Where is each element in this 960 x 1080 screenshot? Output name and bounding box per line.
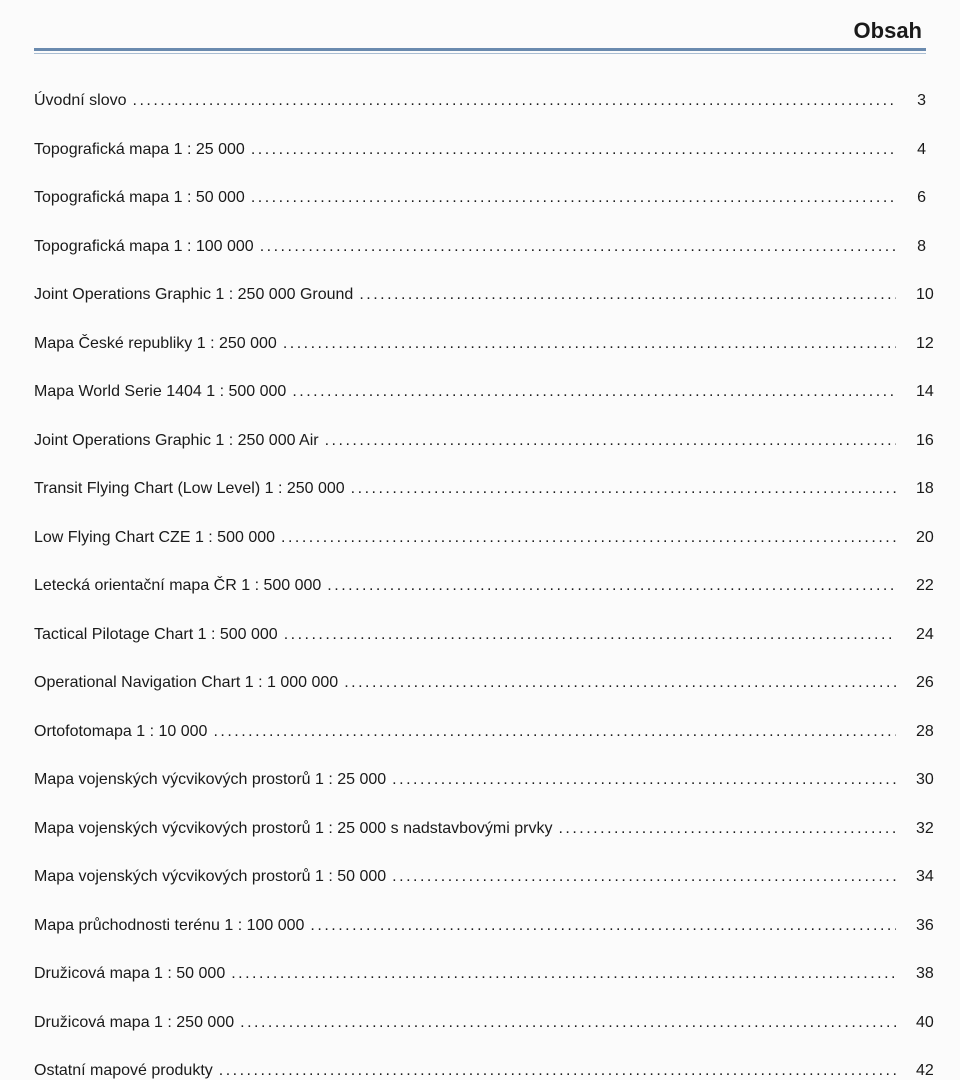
toc-row: Letecká orientační mapa ČR 1 : 500 000..… — [34, 577, 926, 595]
toc-leader-dots: ........................................… — [251, 141, 896, 159]
toc-leader-dots: ........................................… — [359, 286, 896, 304]
divider-thick — [34, 48, 926, 51]
toc-entry-page: 38 — [896, 965, 926, 983]
toc-entry-page: 6 — [896, 189, 926, 207]
toc-entry-label: Mapa průchodnosti terénu 1 : 100 000 — [34, 917, 310, 935]
toc-entry-label: Topografická mapa 1 : 50 000 — [34, 189, 251, 207]
toc-row: Mapa vojenských výcvikových prostorů 1 :… — [34, 868, 926, 886]
toc-leader-dots: ........................................… — [283, 335, 896, 353]
toc-row: Družicová mapa 1 : 50 000...............… — [34, 965, 926, 983]
toc-row: Topografická mapa 1 : 50 000............… — [34, 189, 926, 207]
toc-leader-dots: ........................................… — [325, 432, 896, 450]
divider-thin — [34, 53, 926, 54]
toc-entry-page: 4 — [896, 141, 926, 159]
table-of-contents: Úvodní slovo............................… — [34, 92, 926, 1080]
toc-row: Mapa vojenských výcvikových prostorů 1 :… — [34, 771, 926, 789]
toc-entry-label: Topografická mapa 1 : 25 000 — [34, 141, 251, 159]
toc-leader-dots: ........................................… — [284, 626, 896, 644]
toc-entry-label: Joint Operations Graphic 1 : 250 000 Gro… — [34, 286, 359, 304]
toc-entry-label: Družicová mapa 1 : 50 000 — [34, 965, 231, 983]
title-divider — [34, 48, 926, 54]
toc-entry-page: 36 — [896, 917, 926, 935]
toc-entry-page: 12 — [896, 335, 926, 353]
toc-entry-label: Topografická mapa 1 : 100 000 — [34, 238, 260, 256]
toc-row: Mapa vojenských výcvikových prostorů 1 :… — [34, 820, 926, 838]
toc-entry-label: Mapa vojenských výcvikových prostorů 1 :… — [34, 868, 392, 886]
toc-entry-page: 30 — [896, 771, 926, 789]
toc-leader-dots: ........................................… — [219, 1062, 896, 1080]
toc-row: Ortofotomapa 1 : 10 000.................… — [34, 723, 926, 741]
toc-entry-label: Tactical Pilotage Chart 1 : 500 000 — [34, 626, 284, 644]
toc-entry-page: 20 — [896, 529, 926, 547]
toc-entry-label: Úvodní slovo — [34, 92, 133, 110]
toc-entry-page: 8 — [896, 238, 926, 256]
toc-leader-dots: ........................................… — [260, 238, 896, 256]
toc-row: Joint Operations Graphic 1 : 250 000 Air… — [34, 432, 926, 450]
toc-entry-page: 26 — [896, 674, 926, 692]
toc-row: Transit Flying Chart (Low Level) 1 : 250… — [34, 480, 926, 498]
toc-leader-dots: ........................................… — [281, 529, 896, 547]
toc-entry-label: Družicová mapa 1 : 250 000 — [34, 1014, 240, 1032]
toc-entry-label: Joint Operations Graphic 1 : 250 000 Air — [34, 432, 325, 450]
toc-leader-dots: ........................................… — [240, 1014, 896, 1032]
toc-leader-dots: ........................................… — [251, 189, 896, 207]
toc-entry-page: 14 — [896, 383, 926, 401]
toc-leader-dots: ........................................… — [231, 965, 896, 983]
toc-entry-label: Letecká orientační mapa ČR 1 : 500 000 — [34, 577, 327, 595]
toc-row: Tactical Pilotage Chart 1 : 500 000.....… — [34, 626, 926, 644]
toc-leader-dots: ........................................… — [344, 674, 896, 692]
toc-row: Joint Operations Graphic 1 : 250 000 Gro… — [34, 286, 926, 304]
toc-leader-dots: ........................................… — [213, 723, 896, 741]
toc-row: Ostatní mapové produkty.................… — [34, 1062, 926, 1080]
toc-row: Mapa průchodnosti terénu 1 : 100 000....… — [34, 917, 926, 935]
toc-entry-page: 16 — [896, 432, 926, 450]
toc-entry-label: Transit Flying Chart (Low Level) 1 : 250… — [34, 480, 351, 498]
toc-leader-dots: ........................................… — [351, 480, 896, 498]
toc-entry-page: 40 — [896, 1014, 926, 1032]
toc-leader-dots: ........................................… — [392, 771, 896, 789]
toc-row: Topografická mapa 1 : 100 000...........… — [34, 238, 926, 256]
toc-row: Úvodní slovo............................… — [34, 92, 926, 110]
toc-entry-page: 32 — [896, 820, 926, 838]
toc-entry-label: Ostatní mapové produkty — [34, 1062, 219, 1080]
toc-entry-label: Mapa vojenských výcvikových prostorů 1 :… — [34, 820, 558, 838]
toc-entry-page: 28 — [896, 723, 926, 741]
toc-entry-label: Low Flying Chart CZE 1 : 500 000 — [34, 529, 281, 547]
toc-row: Družicová mapa 1 : 250 000..............… — [34, 1014, 926, 1032]
toc-entry-page: 42 — [896, 1062, 926, 1080]
toc-leader-dots: ........................................… — [310, 917, 896, 935]
page-title: Obsah — [34, 18, 926, 44]
toc-leader-dots: ........................................… — [558, 820, 896, 838]
toc-row: Topografická mapa 1 : 25 000............… — [34, 141, 926, 159]
toc-entry-label: Operational Navigation Chart 1 : 1 000 0… — [34, 674, 344, 692]
toc-entry-label: Ortofotomapa 1 : 10 000 — [34, 723, 213, 741]
toc-entry-label: Mapa České republiky 1 : 250 000 — [34, 335, 283, 353]
toc-row: Mapa World Serie 1404 1 : 500 000.......… — [34, 383, 926, 401]
toc-entry-page: 3 — [896, 92, 926, 110]
toc-entry-page: 10 — [896, 286, 926, 304]
toc-row: Operational Navigation Chart 1 : 1 000 0… — [34, 674, 926, 692]
toc-entry-page: 34 — [896, 868, 926, 886]
toc-entry-label: Mapa World Serie 1404 1 : 500 000 — [34, 383, 292, 401]
toc-leader-dots: ........................................… — [133, 92, 897, 110]
toc-leader-dots: ........................................… — [292, 383, 896, 401]
toc-entry-page: 22 — [896, 577, 926, 595]
toc-entry-page: 18 — [896, 480, 926, 498]
toc-leader-dots: ........................................… — [392, 868, 896, 886]
toc-row: Mapa České republiky 1 : 250 000........… — [34, 335, 926, 353]
toc-row: Low Flying Chart CZE 1 : 500 000........… — [34, 529, 926, 547]
toc-entry-page: 24 — [896, 626, 926, 644]
toc-leader-dots: ........................................… — [327, 577, 896, 595]
toc-entry-label: Mapa vojenských výcvikových prostorů 1 :… — [34, 771, 392, 789]
